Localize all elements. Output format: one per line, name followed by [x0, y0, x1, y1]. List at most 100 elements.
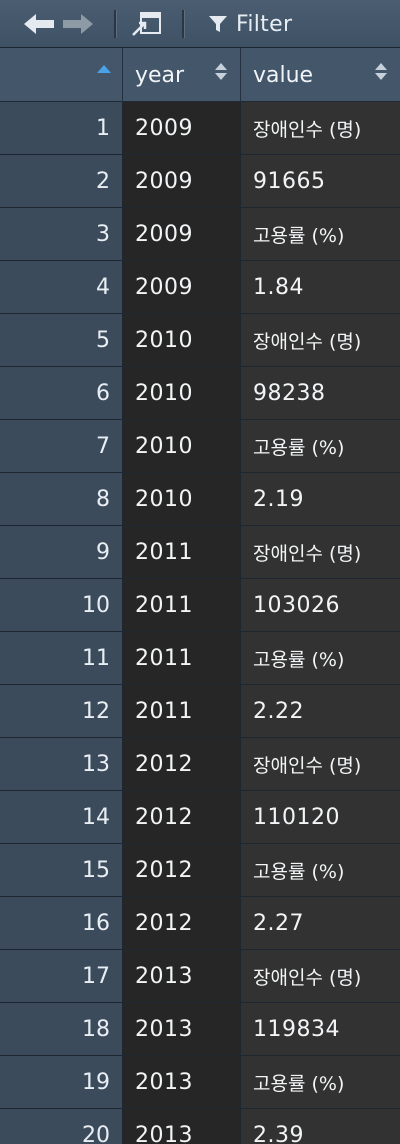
cell-value: 98238 [241, 367, 400, 419]
row-index: 16 [0, 897, 123, 949]
cell-year: 2009 [123, 102, 241, 154]
table-row: 7 2010 고용률 (%) [0, 420, 400, 473]
column-header-label: year [135, 62, 185, 88]
cell-year: 2011 [123, 526, 241, 578]
cell-value: 장애인수 (명) [241, 314, 400, 366]
row-index: 1 [0, 102, 123, 154]
popout-button[interactable] [126, 8, 166, 40]
cell-year: 2011 [123, 685, 241, 737]
cell-value: 2.27 [241, 897, 400, 949]
column-header-index[interactable] [0, 48, 123, 102]
row-index: 19 [0, 1056, 123, 1108]
row-index: 14 [0, 791, 123, 843]
back-arrow-icon [24, 14, 54, 34]
filter-icon [209, 16, 227, 32]
cell-year: 2012 [123, 844, 241, 896]
table-row: 15 2012 고용률 (%) [0, 844, 400, 897]
forward-arrow-icon [63, 14, 93, 34]
cell-year: 2013 [123, 1056, 241, 1108]
row-index: 3 [0, 208, 123, 260]
table-row: 3 2009 고용률 (%) [0, 208, 400, 261]
cell-value: 1.84 [241, 261, 400, 313]
column-header-year[interactable]: year [123, 48, 241, 102]
row-index: 12 [0, 685, 123, 737]
table-row: 2 2009 91665 [0, 155, 400, 208]
table-row: 18 2013 119834 [0, 1003, 400, 1056]
cell-year: 2010 [123, 314, 241, 366]
cell-year: 2012 [123, 897, 241, 949]
row-index: 4 [0, 261, 123, 313]
cell-year: 2013 [123, 1109, 241, 1144]
sort-icon [374, 60, 388, 86]
cell-year: 2010 [123, 367, 241, 419]
table-row: 9 2011 장애인수 (명) [0, 526, 400, 579]
table-row: 6 2010 98238 [0, 367, 400, 420]
cell-year: 2011 [123, 579, 241, 631]
cell-year: 2010 [123, 420, 241, 472]
row-index: 5 [0, 314, 123, 366]
cell-value: 103026 [241, 579, 400, 631]
cell-year: 2012 [123, 738, 241, 790]
table-row: 10 2011 103026 [0, 579, 400, 632]
cell-value: 110120 [241, 791, 400, 843]
cell-year: 2011 [123, 632, 241, 684]
forward-button[interactable] [58, 8, 98, 40]
toolbar: Filter [0, 0, 400, 48]
cell-value: 91665 [241, 155, 400, 207]
table-row: 1 2009 장애인수 (명) [0, 102, 400, 155]
table-row: 20 2013 2.39 [0, 1109, 400, 1144]
row-index: 7 [0, 420, 123, 472]
back-button[interactable] [20, 8, 58, 40]
table-row: 14 2012 110120 [0, 791, 400, 844]
table-row: 4 2009 1.84 [0, 261, 400, 314]
cell-value: 고용률 (%) [241, 844, 400, 896]
row-index: 13 [0, 738, 123, 790]
cell-value: 119834 [241, 1003, 400, 1055]
sort-icon [214, 60, 228, 86]
cell-year: 2013 [123, 1003, 241, 1055]
toolbar-separator [182, 10, 185, 38]
table-row: 16 2012 2.27 [0, 897, 400, 950]
cell-value: 고용률 (%) [241, 420, 400, 472]
table-header: year value [0, 48, 400, 102]
cell-year: 2013 [123, 950, 241, 1002]
cell-year: 2012 [123, 791, 241, 843]
column-header-value[interactable]: value [241, 48, 400, 102]
row-index: 20 [0, 1109, 123, 1144]
cell-value: 장애인수 (명) [241, 950, 400, 1002]
cell-year: 2009 [123, 155, 241, 207]
toolbar-separator [114, 10, 117, 38]
table-row: 11 2011 고용률 (%) [0, 632, 400, 685]
row-index: 15 [0, 844, 123, 896]
row-index: 18 [0, 1003, 123, 1055]
table-row: 17 2013 장애인수 (명) [0, 950, 400, 1003]
cell-value: 장애인수 (명) [241, 526, 400, 578]
cell-value: 장애인수 (명) [241, 738, 400, 790]
row-index: 11 [0, 632, 123, 684]
table-row: 12 2011 2.22 [0, 685, 400, 738]
cell-value: 장애인수 (명) [241, 102, 400, 154]
filter-button[interactable]: Filter [208, 8, 318, 40]
popout-icon [132, 12, 161, 36]
row-index: 10 [0, 579, 123, 631]
cell-value: 고용률 (%) [241, 208, 400, 260]
row-index: 9 [0, 526, 123, 578]
table-body: 1 2009 장애인수 (명) 2 2009 91665 3 2009 고용률 (%) 4 2009… [0, 102, 400, 1144]
cell-year: 2009 [123, 208, 241, 260]
row-index: 17 [0, 950, 123, 1002]
table-row: 5 2010 장애인수 (명) [0, 314, 400, 367]
cell-value: 고용률 (%) [241, 1056, 400, 1108]
row-index: 6 [0, 367, 123, 419]
filter-label: Filter [236, 11, 293, 37]
cell-year: 2010 [123, 473, 241, 525]
cell-year: 2009 [123, 261, 241, 313]
table-row: 13 2012 장애인수 (명) [0, 738, 400, 791]
sort-ascending-icon [97, 65, 111, 73]
table-row: 8 2010 2.19 [0, 473, 400, 526]
row-index: 8 [0, 473, 123, 525]
row-index: 2 [0, 155, 123, 207]
column-header-label: value [253, 62, 314, 88]
cell-value: 고용률 (%) [241, 632, 400, 684]
cell-value: 2.19 [241, 473, 400, 525]
